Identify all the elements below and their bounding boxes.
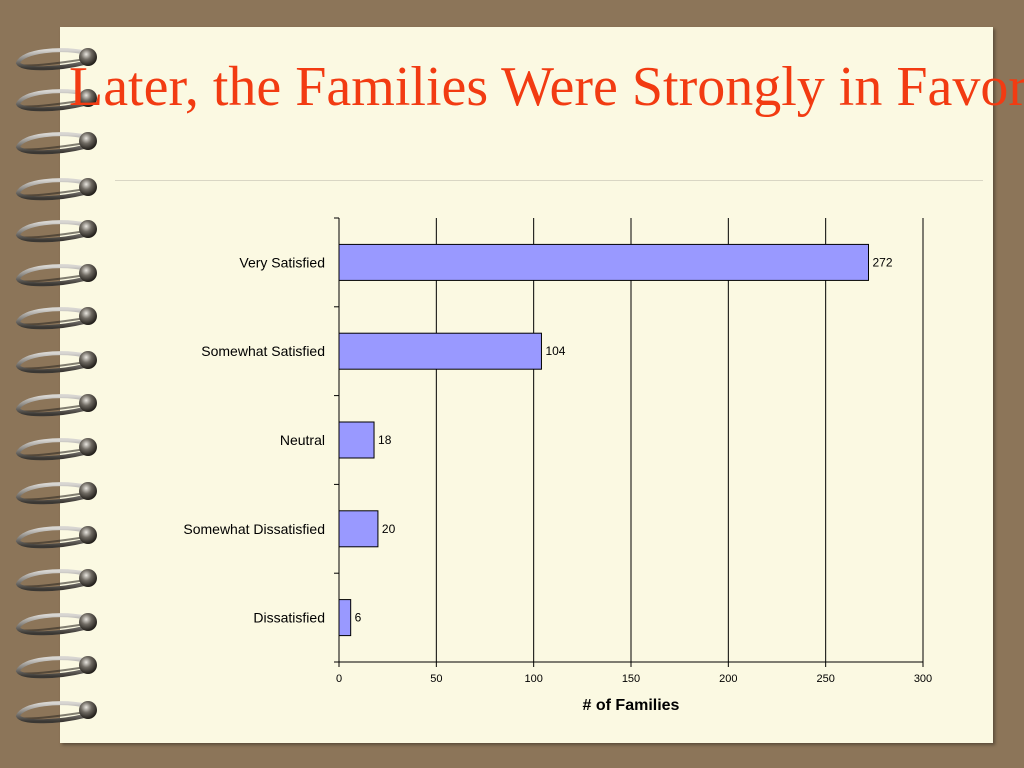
binding-hole-icon: [79, 178, 97, 196]
data-label: 18: [378, 433, 392, 447]
bar: [338, 599, 352, 637]
spiral-ring: [15, 307, 97, 330]
binding-hole-icon: [79, 526, 97, 544]
spiral-ring: [15, 482, 97, 505]
x-tick-label: 250: [816, 673, 834, 685]
notebook-page: [60, 27, 993, 743]
spiral-ring: [15, 132, 97, 155]
data-label: 272: [872, 255, 892, 269]
category-label: Dissatisfied: [253, 610, 325, 626]
binding-hole-icon: [79, 132, 97, 150]
bar: [338, 510, 379, 548]
spiral-ring: [15, 394, 97, 417]
spiral-ring: [15, 351, 97, 374]
binding-hole-icon: [79, 482, 97, 500]
spiral-ring: [15, 613, 97, 636]
spiral-binding: [15, 48, 97, 724]
x-tick-label: 150: [622, 673, 640, 685]
spiral-ring: [15, 48, 97, 71]
binding-hole-icon: [79, 89, 97, 107]
slide-title: Later, the Families Were Strongly in Fav…: [68, 56, 1024, 118]
data-label: 104: [545, 344, 565, 358]
binding-hole-icon: [79, 394, 97, 412]
data-label: 20: [382, 522, 396, 536]
binding-hole-icon: [79, 351, 97, 369]
x-tick-label: 200: [719, 673, 737, 685]
x-tick-label: 300: [914, 673, 932, 685]
bar: [338, 332, 542, 370]
binding-hole-icon: [79, 48, 97, 66]
data-label: 6: [355, 611, 362, 625]
x-tick-label: 100: [524, 673, 542, 685]
spiral-ring: [15, 264, 97, 287]
spiral-ring: [15, 701, 97, 724]
spiral-ring: [15, 220, 97, 243]
spiral-ring: [15, 178, 97, 201]
binding-hole-icon: [79, 307, 97, 325]
category-label: Very Satisfied: [239, 254, 325, 270]
category-label: Somewhat Dissatisfied: [183, 521, 325, 537]
binding-hole-icon: [79, 613, 97, 631]
spiral-ring: [15, 656, 97, 679]
binding-hole-icon: [79, 438, 97, 456]
spiral-ring: [15, 569, 97, 592]
bar: [338, 421, 375, 459]
binding-hole-icon: [79, 220, 97, 238]
x-tick-label: 0: [336, 673, 342, 685]
x-axis-title: # of Families: [583, 697, 680, 714]
category-label: Neutral: [280, 432, 325, 448]
category-label: Somewhat Satisfied: [201, 343, 325, 359]
x-tick-label: 50: [430, 673, 442, 685]
spiral-ring: [15, 438, 97, 461]
binding-hole-icon: [79, 656, 97, 674]
binding-hole-icon: [79, 701, 97, 719]
title-divider: [115, 180, 983, 181]
bar: [338, 243, 869, 281]
spiral-ring: [15, 526, 97, 549]
binding-hole-icon: [79, 264, 97, 282]
spiral-ring: [15, 89, 97, 112]
binding-hole-icon: [79, 569, 97, 587]
